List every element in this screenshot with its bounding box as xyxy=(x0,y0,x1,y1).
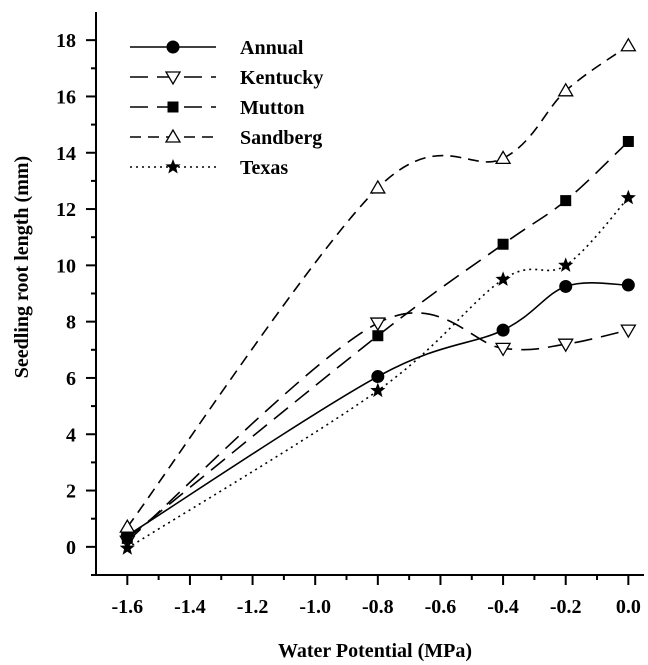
series-line-mutton xyxy=(126,140,629,540)
data-point-sandberg xyxy=(369,179,386,194)
legend-label-mutton: Mutton xyxy=(240,97,304,119)
x-tick-label: -1.0 xyxy=(299,596,331,618)
series-kentucky xyxy=(119,312,637,550)
data-point-annual xyxy=(371,370,385,384)
data-point-kentucky xyxy=(494,342,512,357)
legend-label-annual: Annual xyxy=(240,37,304,59)
y-tick-label: 6 xyxy=(66,368,76,390)
data-point-sandberg xyxy=(620,37,637,52)
series-sandberg xyxy=(119,37,637,533)
y-tick-label: 8 xyxy=(66,312,76,334)
y-tick-label: 10 xyxy=(56,255,76,277)
data-point-texas xyxy=(495,271,511,286)
data-point-sandberg xyxy=(119,518,136,533)
y-tick-label: 12 xyxy=(56,199,76,221)
series-layer xyxy=(119,37,637,555)
data-point-texas xyxy=(558,257,574,272)
data-point-sandberg xyxy=(494,150,512,165)
y-tick-label: 2 xyxy=(66,481,76,503)
x-tick-label: -0.6 xyxy=(425,596,457,618)
y-tick-label: 14 xyxy=(56,143,76,165)
data-point-mutton xyxy=(372,330,384,342)
x-tick-label: -1.2 xyxy=(237,596,269,618)
y-axis-title: Seedling root length (mm) xyxy=(11,156,33,378)
data-point-texas xyxy=(620,189,636,205)
legend: Annual Kentucky Mutton Sandberg Texas xyxy=(130,37,323,179)
data-point-kentucky xyxy=(620,324,637,339)
legend-marker-sandberg xyxy=(164,128,182,143)
x-tick-label: -1.6 xyxy=(111,596,143,618)
data-point-kentucky xyxy=(557,338,574,353)
x-tick-label: 0.0 xyxy=(616,596,641,618)
data-point-kentucky xyxy=(369,317,386,332)
legend-marker-annual xyxy=(166,40,180,54)
series-texas xyxy=(119,189,636,555)
data-point-mutton xyxy=(560,195,572,207)
data-point-mutton xyxy=(121,532,133,544)
y-tick-label: 4 xyxy=(66,424,76,446)
legend-label-texas: Texas xyxy=(240,157,288,179)
legend-marker-mutton xyxy=(167,101,179,113)
x-tick-label: -1.4 xyxy=(174,596,206,618)
x-tick-label: -0.8 xyxy=(362,596,394,618)
data-point-mutton xyxy=(497,238,509,250)
y-tick-label: 16 xyxy=(56,86,76,108)
series-line-kentucky xyxy=(126,312,629,542)
data-point-texas xyxy=(370,382,386,398)
data-point-annual xyxy=(496,323,510,337)
x-tick-label: -0.4 xyxy=(487,596,519,618)
series-mutton xyxy=(121,135,634,544)
data-point-annual xyxy=(559,279,573,293)
data-point-texas xyxy=(119,540,135,555)
series-line-sandberg xyxy=(126,45,629,528)
x-axis-title: Water Potential (MPa) xyxy=(278,640,472,662)
legend-label-sandberg: Sandberg xyxy=(240,127,322,149)
legend-label-kentucky: Kentucky xyxy=(240,67,323,89)
data-point-annual xyxy=(621,278,635,292)
y-tick-label: 0 xyxy=(66,537,76,559)
legend-marker-texas xyxy=(165,159,181,174)
axes: 0 2 4 6 8 10 12 14 16 18 -1.6 -1.4 -1.2 -1.0 -0.8 -0.6 -… xyxy=(56,12,644,618)
data-point-sandberg xyxy=(557,82,574,97)
legend-marker-kentucky xyxy=(164,71,182,86)
data-point-mutton xyxy=(622,135,634,147)
y-tick-label: 18 xyxy=(56,30,76,52)
x-tick-label: -0.2 xyxy=(550,596,582,618)
